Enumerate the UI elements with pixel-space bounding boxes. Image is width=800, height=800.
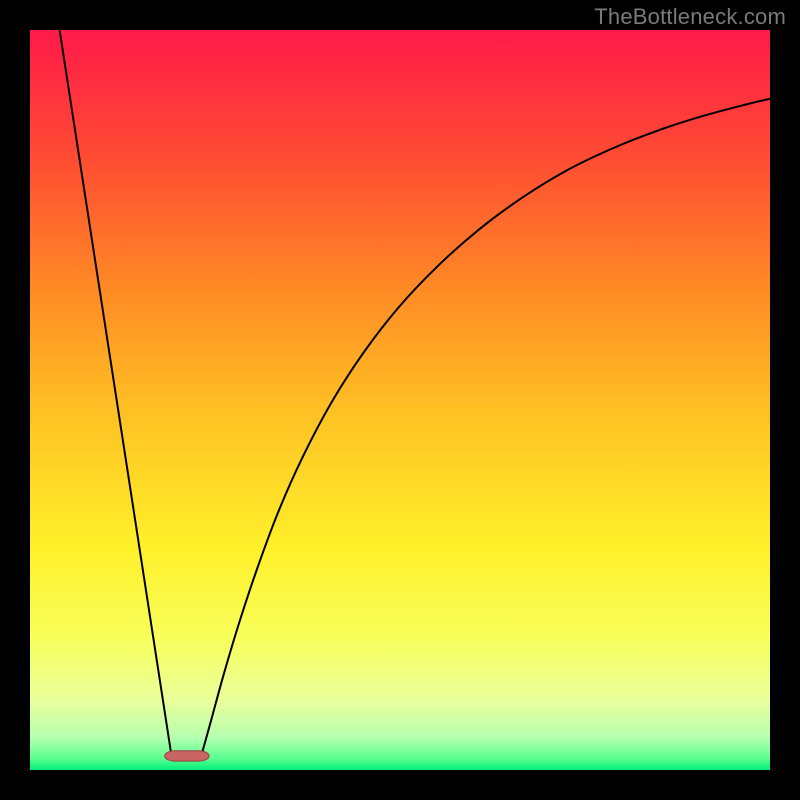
watermark-text: TheBottleneck.com <box>594 4 786 30</box>
gradient-background <box>30 30 770 770</box>
valley-marker <box>165 751 209 761</box>
bottleneck-chart-svg <box>30 30 770 770</box>
plot-area <box>30 30 770 770</box>
